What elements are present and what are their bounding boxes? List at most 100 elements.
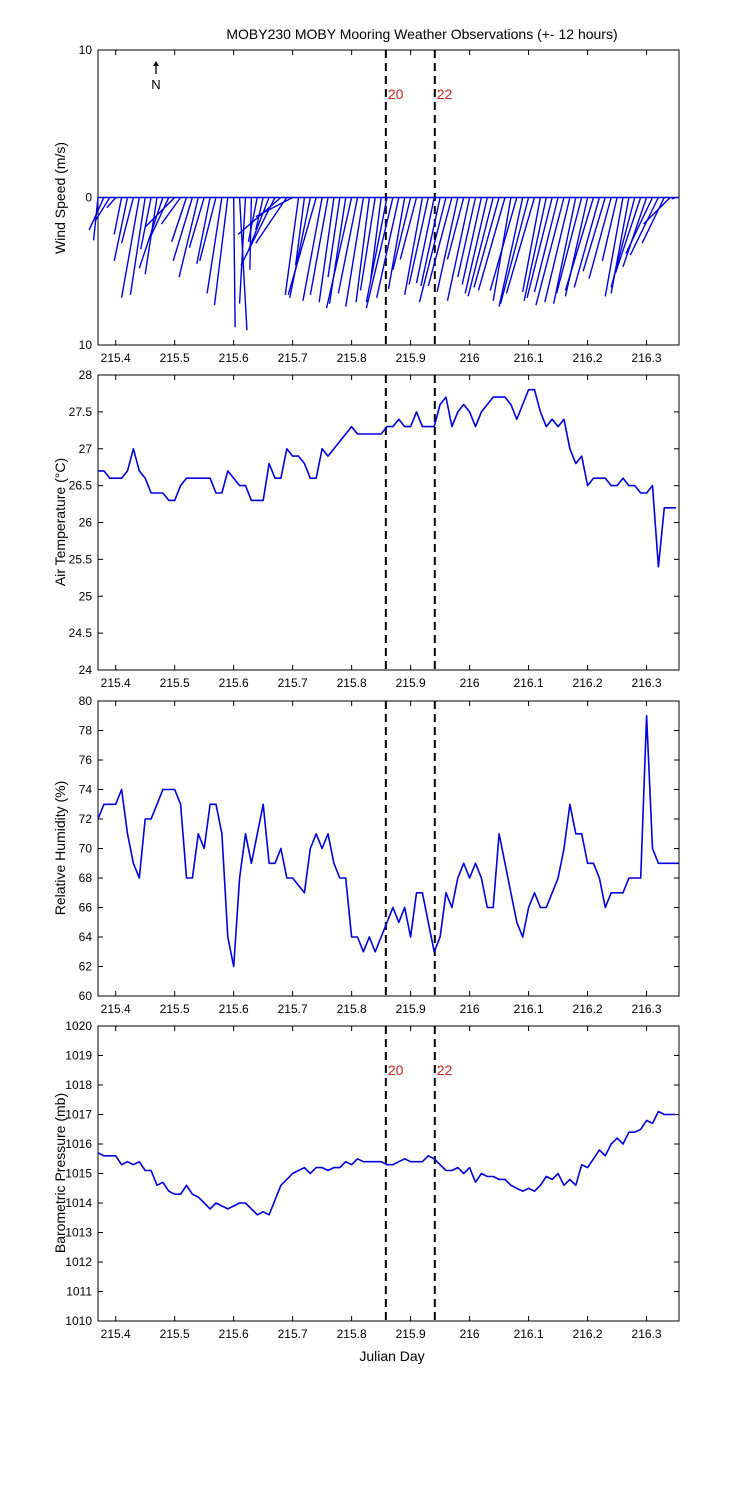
x-tick-label: 215.5 — [160, 676, 190, 690]
y-tick-label: 68 — [79, 871, 93, 885]
x-tick-label: 216.1 — [514, 1327, 544, 1341]
wind-stick — [238, 197, 248, 331]
wind-stick — [359, 197, 376, 291]
wind-stick — [461, 197, 483, 285]
wind-stick — [318, 197, 335, 303]
wind-stick — [120, 197, 135, 244]
x-tick-label: 215.4 — [101, 676, 131, 690]
x-tick-label: 215.4 — [101, 1327, 131, 1341]
panel-wind: 215.4 215.5 215.6 215.7 215.8 215.9 216 216.1 21… — [52, 43, 680, 365]
wind-stick — [457, 197, 477, 278]
y-tick-label: 1019 — [65, 1049, 92, 1063]
x-tick-label: 216.2 — [573, 676, 603, 690]
y-tick-label: 64 — [79, 930, 93, 944]
wind-stick — [588, 197, 612, 279]
wind-stick — [309, 197, 329, 295]
wind-stick — [247, 197, 270, 251]
wind-stick — [237, 196, 282, 235]
wind-stick — [387, 197, 406, 290]
x-tick-label: 215.7 — [278, 676, 308, 690]
north-arrowhead-icon — [153, 61, 159, 66]
wind-stick — [415, 197, 435, 284]
wind-stick — [604, 197, 624, 297]
wind-stick — [523, 197, 547, 301]
wind-stick — [573, 197, 601, 288]
y-axis-label: Barometric Pressure (mb) — [52, 1093, 68, 1253]
wind-stick — [255, 197, 288, 244]
wind-stick — [129, 197, 146, 295]
x-tick-label: 215.9 — [396, 351, 426, 365]
wind-stick — [289, 197, 312, 298]
wind-stick — [526, 197, 553, 298]
y-tick-label: 66 — [79, 901, 93, 915]
x-tick-label: 215.4 — [101, 351, 131, 365]
y-tick-label: 24 — [79, 663, 93, 677]
y-tick-label: 1018 — [65, 1078, 92, 1092]
wind-stick — [199, 197, 217, 262]
y-tick-label: 1010 — [65, 1314, 92, 1328]
wind-stick — [505, 197, 536, 294]
wind-stick — [552, 197, 577, 304]
wind-stick — [601, 197, 618, 262]
x-tick-label: 215.9 — [396, 1002, 426, 1016]
y-tick-label: 1016 — [65, 1137, 92, 1151]
wind-stick — [160, 197, 182, 225]
x-tick-label: 215.4 — [101, 1002, 131, 1016]
y-tick-label: 25 — [79, 589, 93, 603]
x-tick-label: 215.6 — [219, 1002, 249, 1016]
wind-stick — [533, 197, 559, 293]
wind-stick — [94, 197, 111, 222]
y-tick-label: 76 — [79, 753, 93, 767]
plot-frame — [97, 374, 680, 671]
wind-stick — [477, 197, 506, 291]
wind-stick — [302, 197, 323, 301]
wind-stick — [467, 197, 494, 297]
wind-stick — [555, 197, 583, 294]
x-tick-label: 215.5 — [160, 1327, 190, 1341]
y-tick-label: 10 — [79, 338, 93, 352]
wind-stick — [370, 197, 382, 279]
wind-stick — [172, 197, 194, 262]
wind-stick — [255, 196, 293, 218]
wind-stick — [240, 197, 276, 266]
wind-stick — [88, 197, 105, 231]
wind-stick — [178, 197, 199, 278]
x-tick-label: 215.5 — [160, 351, 190, 365]
wind-stick — [287, 197, 317, 296]
y-tick-label: 78 — [79, 724, 93, 738]
wind-stick — [392, 197, 412, 270]
y-tick-label: 1014 — [65, 1196, 92, 1210]
wind-stick — [404, 197, 424, 295]
x-tick-label: 215.7 — [278, 351, 308, 365]
wind-stick — [113, 197, 129, 262]
x-tick-label: 216 — [460, 351, 480, 365]
wind-stick — [327, 197, 341, 278]
y-tick-label: 1017 — [65, 1108, 92, 1122]
panels: 215.4 215.5 215.6 215.7 215.8 215.9 216 216.1 21… — [52, 43, 680, 1341]
x-tick-label: 216.2 — [573, 351, 603, 365]
x-tick-label: 216 — [460, 1327, 480, 1341]
wind-stick — [376, 197, 400, 298]
y-axis-label: Relative Humidity (%) — [52, 781, 68, 916]
wind-stick — [120, 197, 140, 298]
wind-stick — [408, 197, 429, 285]
wind-stick — [144, 197, 176, 228]
y-tick-label: 1020 — [65, 1019, 92, 1033]
x-tick-label: 215.5 — [160, 1002, 190, 1016]
x-tick-label: 215.6 — [219, 676, 249, 690]
wind-stick — [582, 197, 606, 272]
wind-stick — [418, 197, 447, 303]
y-tick-label: 72 — [79, 812, 93, 826]
pressure-series-line — [97, 1110, 677, 1216]
x-tick-label: 216.1 — [514, 1002, 544, 1016]
wind-stick — [113, 197, 123, 235]
wind-stick — [140, 197, 152, 250]
y-tick-label: 25.5 — [69, 552, 93, 566]
wind-stick — [622, 197, 648, 268]
wind-stick — [671, 196, 677, 200]
x-tick-label: 216.3 — [632, 1002, 662, 1016]
y-axis-label: Air Temperature (°C) — [52, 458, 68, 586]
wind-stick — [464, 197, 488, 294]
x-tick-label: 215.7 — [278, 1002, 308, 1016]
